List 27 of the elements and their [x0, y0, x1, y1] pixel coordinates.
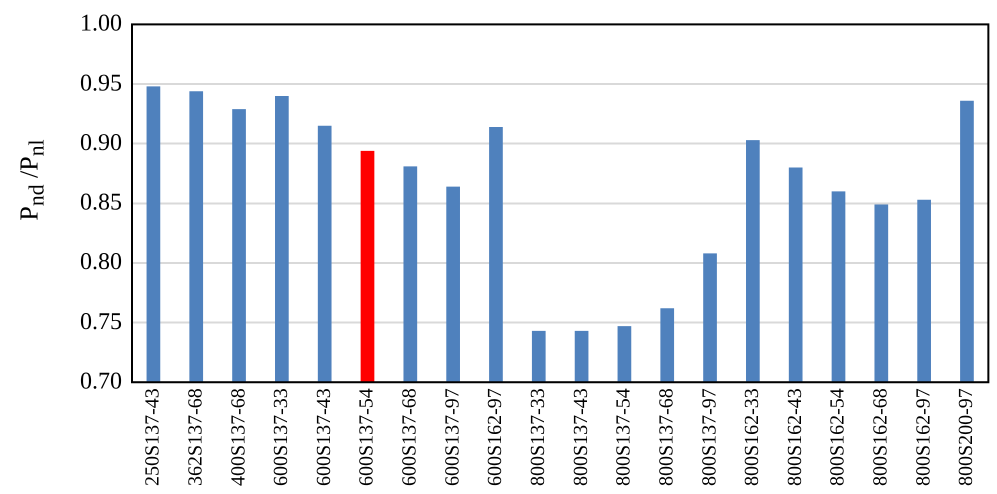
x-tick-label: 800S200-97	[955, 388, 978, 486]
x-tick-label: 800S162-43	[784, 388, 806, 486]
x-tick-label: 800S137-43	[570, 388, 592, 486]
y-tick-label: 0.85	[80, 190, 122, 216]
x-tick-label: 800S162-54	[826, 388, 849, 486]
x-tick-label: 800S162-33	[741, 388, 764, 486]
x-tick-label: 800S137-68	[655, 388, 678, 486]
y-tick-label: 1.00	[80, 10, 122, 37]
x-tick-label: 600S137-97	[441, 388, 464, 486]
x-tick-label: 800S137-54	[612, 388, 635, 486]
y-tick-label: 0.70	[80, 368, 122, 395]
x-tick-label: 362S137-68	[184, 388, 206, 486]
x-tick-label: 250S137-43	[142, 388, 164, 486]
x-tick-label: 800S137-33	[527, 388, 550, 486]
y-tick-label: 0.95	[80, 70, 122, 96]
x-tick-label: 800S137-97	[698, 388, 720, 486]
x-tick-label: 400S137-68	[227, 388, 250, 486]
x-tick-label: 800S162-68	[870, 388, 892, 486]
x-tick-label: 600S137-68	[398, 388, 421, 486]
x-tick-label: 600S137-54	[356, 388, 378, 486]
x-tick-label: 600S137-43	[312, 388, 335, 486]
y-tick-label: 0.90	[80, 130, 122, 156]
y-tick-label: 0.80	[80, 249, 122, 276]
x-tick-label: 600S137-33	[270, 388, 292, 486]
y-tick-label: 0.75	[80, 308, 122, 335]
x-tick-label: 800S162-97	[912, 388, 934, 486]
x-tick-label: 600S162-97	[484, 388, 506, 486]
